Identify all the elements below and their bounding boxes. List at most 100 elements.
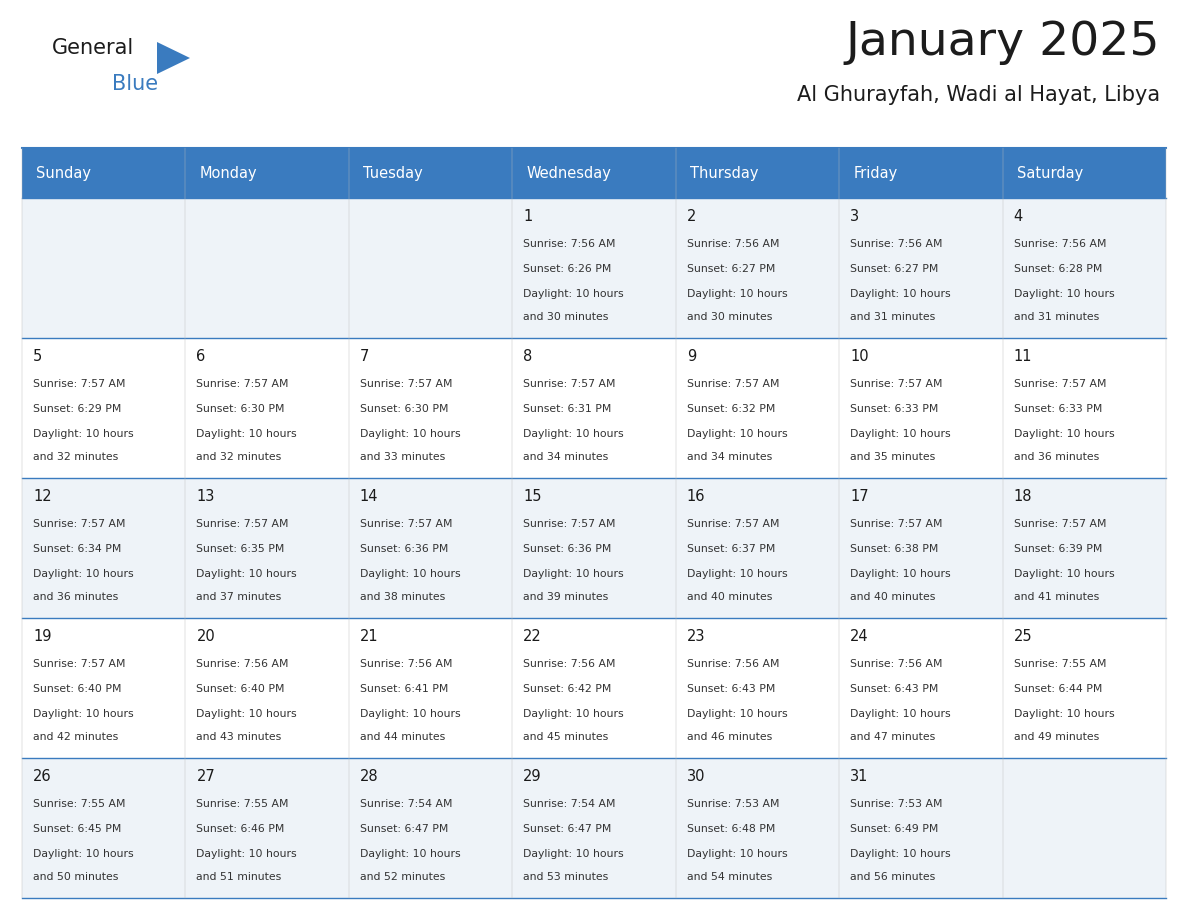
- FancyBboxPatch shape: [23, 478, 1165, 618]
- Text: Sunrise: 7:56 AM: Sunrise: 7:56 AM: [851, 659, 942, 669]
- Text: 4: 4: [1013, 209, 1023, 224]
- Text: Daylight: 10 hours: Daylight: 10 hours: [687, 289, 788, 299]
- Text: 24: 24: [851, 629, 868, 644]
- Text: Sunrise: 7:57 AM: Sunrise: 7:57 AM: [687, 379, 779, 389]
- Text: Sunrise: 7:57 AM: Sunrise: 7:57 AM: [360, 379, 453, 389]
- Text: Sunrise: 7:57 AM: Sunrise: 7:57 AM: [196, 519, 289, 529]
- Text: Sunrise: 7:57 AM: Sunrise: 7:57 AM: [523, 379, 615, 389]
- Text: and 44 minutes: and 44 minutes: [360, 732, 446, 742]
- Text: and 32 minutes: and 32 minutes: [196, 452, 282, 462]
- Text: Sunrise: 7:56 AM: Sunrise: 7:56 AM: [1013, 239, 1106, 249]
- Text: 11: 11: [1013, 349, 1032, 364]
- Text: Daylight: 10 hours: Daylight: 10 hours: [360, 429, 461, 439]
- FancyBboxPatch shape: [23, 148, 1165, 198]
- Text: Sunset: 6:41 PM: Sunset: 6:41 PM: [360, 684, 448, 694]
- Text: and 39 minutes: and 39 minutes: [523, 592, 608, 602]
- Text: Daylight: 10 hours: Daylight: 10 hours: [196, 429, 297, 439]
- Text: Sunset: 6:35 PM: Sunset: 6:35 PM: [196, 544, 285, 554]
- Text: Sunset: 6:36 PM: Sunset: 6:36 PM: [523, 544, 612, 554]
- Text: Sunrise: 7:57 AM: Sunrise: 7:57 AM: [33, 659, 126, 669]
- FancyBboxPatch shape: [23, 338, 1165, 478]
- Text: Sunset: 6:49 PM: Sunset: 6:49 PM: [851, 824, 939, 834]
- Text: 1: 1: [523, 209, 532, 224]
- Text: 29: 29: [523, 769, 542, 784]
- Text: Daylight: 10 hours: Daylight: 10 hours: [196, 709, 297, 719]
- Text: Sunrise: 7:54 AM: Sunrise: 7:54 AM: [523, 799, 615, 809]
- Text: and 33 minutes: and 33 minutes: [360, 452, 446, 462]
- Text: 23: 23: [687, 629, 706, 644]
- Text: Sunset: 6:45 PM: Sunset: 6:45 PM: [33, 824, 121, 834]
- Text: Al Ghurayfah, Wadi al Hayat, Libya: Al Ghurayfah, Wadi al Hayat, Libya: [797, 85, 1159, 105]
- Text: 2: 2: [687, 209, 696, 224]
- Text: Sunset: 6:36 PM: Sunset: 6:36 PM: [360, 544, 448, 554]
- Text: and 43 minutes: and 43 minutes: [196, 732, 282, 742]
- Text: and 34 minutes: and 34 minutes: [523, 452, 608, 462]
- Text: Sunset: 6:30 PM: Sunset: 6:30 PM: [196, 404, 285, 414]
- Text: Sunset: 6:48 PM: Sunset: 6:48 PM: [687, 824, 775, 834]
- Text: Daylight: 10 hours: Daylight: 10 hours: [33, 569, 133, 579]
- Text: Sunset: 6:29 PM: Sunset: 6:29 PM: [33, 404, 121, 414]
- Text: Sunset: 6:42 PM: Sunset: 6:42 PM: [523, 684, 612, 694]
- Text: Sunset: 6:39 PM: Sunset: 6:39 PM: [1013, 544, 1102, 554]
- Text: Sunrise: 7:57 AM: Sunrise: 7:57 AM: [33, 519, 126, 529]
- Text: Sunset: 6:33 PM: Sunset: 6:33 PM: [851, 404, 939, 414]
- Text: January 2025: January 2025: [846, 20, 1159, 65]
- Text: 18: 18: [1013, 489, 1032, 504]
- Text: Sunrise: 7:57 AM: Sunrise: 7:57 AM: [1013, 519, 1106, 529]
- Text: Sunset: 6:27 PM: Sunset: 6:27 PM: [851, 264, 939, 274]
- Text: 31: 31: [851, 769, 868, 784]
- Text: Daylight: 10 hours: Daylight: 10 hours: [687, 429, 788, 439]
- Text: Tuesday: Tuesday: [362, 165, 423, 181]
- Text: and 31 minutes: and 31 minutes: [851, 312, 935, 322]
- Text: and 45 minutes: and 45 minutes: [523, 732, 608, 742]
- Text: Friday: Friday: [853, 165, 897, 181]
- Text: Sunset: 6:33 PM: Sunset: 6:33 PM: [1013, 404, 1102, 414]
- Text: Daylight: 10 hours: Daylight: 10 hours: [523, 709, 624, 719]
- Text: Daylight: 10 hours: Daylight: 10 hours: [523, 289, 624, 299]
- Text: and 31 minutes: and 31 minutes: [1013, 312, 1099, 322]
- Text: and 34 minutes: and 34 minutes: [687, 452, 772, 462]
- Text: 10: 10: [851, 349, 868, 364]
- Text: 5: 5: [33, 349, 43, 364]
- Text: and 53 minutes: and 53 minutes: [523, 872, 608, 882]
- Text: Sunrise: 7:53 AM: Sunrise: 7:53 AM: [851, 799, 942, 809]
- Text: Daylight: 10 hours: Daylight: 10 hours: [523, 849, 624, 859]
- Text: Daylight: 10 hours: Daylight: 10 hours: [687, 709, 788, 719]
- Text: and 30 minutes: and 30 minutes: [523, 312, 608, 322]
- Text: and 51 minutes: and 51 minutes: [196, 872, 282, 882]
- Text: Sunset: 6:28 PM: Sunset: 6:28 PM: [1013, 264, 1102, 274]
- Text: Daylight: 10 hours: Daylight: 10 hours: [360, 709, 461, 719]
- Text: Daylight: 10 hours: Daylight: 10 hours: [33, 429, 133, 439]
- Text: and 52 minutes: and 52 minutes: [360, 872, 446, 882]
- Text: 17: 17: [851, 489, 868, 504]
- Text: Sunset: 6:34 PM: Sunset: 6:34 PM: [33, 544, 121, 554]
- Text: and 38 minutes: and 38 minutes: [360, 592, 446, 602]
- Text: 7: 7: [360, 349, 369, 364]
- Text: 22: 22: [523, 629, 542, 644]
- Text: Sunrise: 7:56 AM: Sunrise: 7:56 AM: [851, 239, 942, 249]
- Text: Sunday: Sunday: [36, 165, 91, 181]
- Text: Daylight: 10 hours: Daylight: 10 hours: [196, 569, 297, 579]
- Text: Sunset: 6:32 PM: Sunset: 6:32 PM: [687, 404, 775, 414]
- Text: and 49 minutes: and 49 minutes: [1013, 732, 1099, 742]
- Text: 9: 9: [687, 349, 696, 364]
- Text: Sunrise: 7:57 AM: Sunrise: 7:57 AM: [851, 379, 942, 389]
- Text: Sunset: 6:43 PM: Sunset: 6:43 PM: [687, 684, 775, 694]
- Text: 6: 6: [196, 349, 206, 364]
- Text: and 30 minutes: and 30 minutes: [687, 312, 772, 322]
- Text: Sunset: 6:31 PM: Sunset: 6:31 PM: [523, 404, 612, 414]
- Text: Sunrise: 7:53 AM: Sunrise: 7:53 AM: [687, 799, 779, 809]
- Text: Sunrise: 7:57 AM: Sunrise: 7:57 AM: [33, 379, 126, 389]
- Text: Sunrise: 7:55 AM: Sunrise: 7:55 AM: [1013, 659, 1106, 669]
- Text: Daylight: 10 hours: Daylight: 10 hours: [1013, 709, 1114, 719]
- Text: 19: 19: [33, 629, 51, 644]
- Text: and 32 minutes: and 32 minutes: [33, 452, 119, 462]
- Text: Wednesday: Wednesday: [526, 165, 611, 181]
- Text: Daylight: 10 hours: Daylight: 10 hours: [523, 569, 624, 579]
- Text: Sunset: 6:26 PM: Sunset: 6:26 PM: [523, 264, 612, 274]
- FancyBboxPatch shape: [23, 758, 1165, 898]
- Text: Daylight: 10 hours: Daylight: 10 hours: [1013, 569, 1114, 579]
- Text: Daylight: 10 hours: Daylight: 10 hours: [687, 569, 788, 579]
- Text: and 36 minutes: and 36 minutes: [1013, 452, 1099, 462]
- Text: 15: 15: [523, 489, 542, 504]
